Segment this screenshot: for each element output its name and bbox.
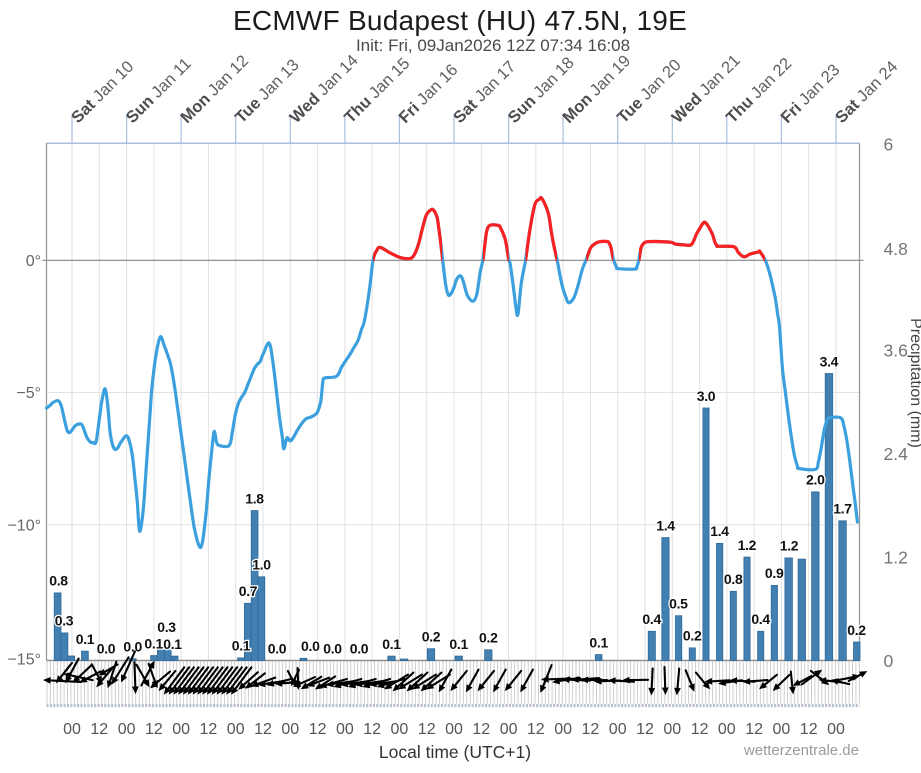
svg-text:6: 6 bbox=[884, 135, 894, 155]
svg-text:12: 12 bbox=[309, 721, 327, 738]
svg-text:12: 12 bbox=[418, 721, 436, 738]
svg-text:0.1: 0.1 bbox=[589, 634, 608, 650]
svg-text:0.0: 0.0 bbox=[97, 640, 116, 656]
svg-text:12: 12 bbox=[636, 721, 654, 738]
svg-text:12: 12 bbox=[691, 721, 709, 738]
svg-text:0.2: 0.2 bbox=[422, 629, 441, 645]
svg-text:4.8: 4.8 bbox=[884, 239, 908, 259]
svg-text:12: 12 bbox=[254, 721, 272, 738]
svg-text:0.1: 0.1 bbox=[144, 635, 163, 651]
svg-text:00: 00 bbox=[663, 721, 681, 738]
svg-text:0.3: 0.3 bbox=[55, 613, 74, 629]
svg-text:0.0: 0.0 bbox=[123, 639, 142, 655]
svg-text:12: 12 bbox=[527, 721, 545, 738]
svg-text:0.5: 0.5 bbox=[669, 596, 688, 612]
svg-text:0.1: 0.1 bbox=[163, 636, 182, 652]
svg-text:0.9: 0.9 bbox=[765, 565, 784, 581]
svg-text:00: 00 bbox=[554, 721, 572, 738]
svg-text:0.8: 0.8 bbox=[49, 573, 68, 589]
svg-text:0.2: 0.2 bbox=[847, 622, 866, 638]
svg-text:3.4: 3.4 bbox=[820, 353, 839, 369]
svg-text:0°: 0° bbox=[26, 253, 41, 270]
svg-text:00: 00 bbox=[63, 721, 81, 738]
svg-text:12: 12 bbox=[472, 721, 490, 738]
svg-text:00: 00 bbox=[281, 721, 299, 738]
svg-text:1.2: 1.2 bbox=[780, 538, 799, 554]
svg-text:00: 00 bbox=[609, 721, 627, 738]
svg-text:1.2: 1.2 bbox=[884, 548, 908, 568]
svg-text:12: 12 bbox=[90, 721, 108, 738]
svg-text:0.0: 0.0 bbox=[301, 638, 320, 654]
svg-text:12: 12 bbox=[200, 721, 218, 738]
svg-text:−5°: −5° bbox=[16, 385, 41, 402]
svg-text:0.1: 0.1 bbox=[449, 636, 468, 652]
svg-text:0.1: 0.1 bbox=[232, 638, 251, 654]
svg-text:0.0: 0.0 bbox=[323, 640, 342, 656]
svg-text:0.0: 0.0 bbox=[268, 640, 287, 656]
svg-text:0.1: 0.1 bbox=[76, 631, 95, 647]
svg-text:00: 00 bbox=[391, 721, 409, 738]
svg-text:Init: Fri, 09Jan2026 12Z 07:34: Init: Fri, 09Jan2026 12Z 07:34 16:08 bbox=[356, 36, 630, 55]
svg-text:00: 00 bbox=[718, 721, 736, 738]
svg-text:0: 0 bbox=[884, 651, 894, 671]
svg-text:wetterzentrale.de: wetterzentrale.de bbox=[743, 742, 859, 759]
svg-text:3.0: 3.0 bbox=[697, 388, 716, 404]
svg-text:0.1: 0.1 bbox=[382, 636, 401, 652]
svg-text:Local time (UTC+1): Local time (UTC+1) bbox=[379, 742, 531, 762]
svg-text:0.2: 0.2 bbox=[479, 630, 498, 646]
svg-text:−15°: −15° bbox=[7, 652, 41, 669]
svg-text:0.4: 0.4 bbox=[751, 611, 770, 627]
svg-text:1.8: 1.8 bbox=[245, 490, 264, 506]
svg-text:00: 00 bbox=[500, 721, 518, 738]
svg-text:2.4: 2.4 bbox=[884, 444, 909, 464]
svg-text:ECMWF Budapest (HU) 47.5N, 19E: ECMWF Budapest (HU) 47.5N, 19E bbox=[233, 5, 687, 36]
svg-text:0.8: 0.8 bbox=[724, 571, 743, 587]
svg-text:1.4: 1.4 bbox=[656, 517, 675, 533]
svg-text:0.3: 0.3 bbox=[157, 619, 176, 635]
svg-text:1.7: 1.7 bbox=[833, 501, 852, 517]
svg-text:12: 12 bbox=[363, 721, 381, 738]
svg-text:00: 00 bbox=[773, 721, 791, 738]
svg-text:00: 00 bbox=[445, 721, 463, 738]
svg-text:0.2: 0.2 bbox=[683, 628, 702, 644]
svg-text:−10°: −10° bbox=[7, 517, 41, 534]
svg-text:1.2: 1.2 bbox=[738, 537, 757, 553]
svg-text:1.0: 1.0 bbox=[252, 557, 271, 573]
svg-text:00: 00 bbox=[227, 721, 245, 738]
svg-text:00: 00 bbox=[827, 721, 845, 738]
svg-text:12: 12 bbox=[745, 721, 763, 738]
svg-text:12: 12 bbox=[800, 721, 818, 738]
svg-text:3.6: 3.6 bbox=[884, 341, 908, 361]
svg-text:0.4: 0.4 bbox=[642, 611, 661, 627]
svg-text:12: 12 bbox=[145, 721, 163, 738]
svg-text:00: 00 bbox=[118, 721, 136, 738]
svg-text:12: 12 bbox=[582, 721, 600, 738]
svg-text:2.0: 2.0 bbox=[806, 472, 825, 488]
svg-text:00: 00 bbox=[336, 721, 354, 738]
svg-text:Precipitation (mm): Precipitation (mm) bbox=[907, 318, 921, 448]
svg-text:00: 00 bbox=[172, 721, 190, 738]
svg-text:0.0: 0.0 bbox=[350, 640, 369, 656]
svg-text:0.7: 0.7 bbox=[239, 583, 258, 599]
svg-text:1.4: 1.4 bbox=[710, 523, 729, 539]
